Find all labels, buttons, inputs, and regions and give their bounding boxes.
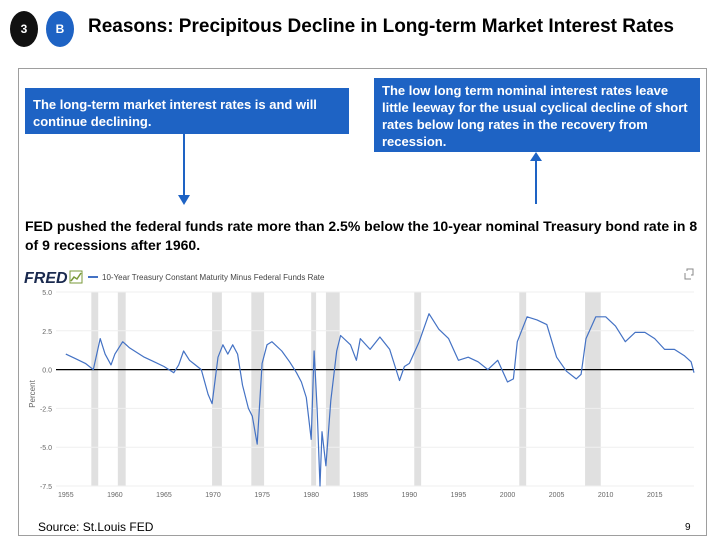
- x-tick-label: 1990: [402, 492, 418, 499]
- slide-title: Reasons: Precipitous Decline in Long-ter…: [88, 16, 674, 37]
- y-tick-label: 2.5: [42, 329, 52, 336]
- section-number: 3: [20, 22, 28, 36]
- x-tick-label: 2010: [598, 492, 614, 499]
- fred-logo-graph-icon: [69, 270, 83, 284]
- source-note: Source: St.Louis FED: [38, 520, 154, 534]
- chart-svg: FRED 10-Year Treasury Constant Maturity …: [22, 264, 700, 508]
- recession-band: [212, 292, 222, 486]
- x-tick-label: 1960: [107, 492, 123, 499]
- recession-band: [117, 292, 126, 486]
- x-tick-label: 1980: [303, 492, 319, 499]
- y-tick-label: -5.0: [40, 445, 52, 452]
- recession-band: [251, 292, 265, 486]
- subsection-letter-badge: B: [46, 11, 74, 47]
- callout-box-right: The low long term nominal interest rates…: [374, 78, 700, 152]
- x-tick-label: 2005: [549, 492, 565, 499]
- section-number-badge: 3: [10, 11, 38, 47]
- callout-left-text: The long-term market interest rates is a…: [33, 97, 317, 129]
- x-tick-label: 2000: [500, 492, 516, 499]
- x-tick-label: 1970: [205, 492, 221, 499]
- y-tick-label: -7.5: [40, 484, 52, 491]
- recession-band: [519, 292, 527, 486]
- series-line: [65, 313, 695, 487]
- subsection-letter: B: [55, 22, 65, 36]
- recession-band: [414, 292, 422, 486]
- y-axis-label: Percent: [28, 379, 37, 407]
- y-tick-label: -2.5: [40, 406, 52, 413]
- x-tick-label: 2015: [647, 492, 663, 499]
- recession-band: [585, 292, 601, 486]
- legend-label: 10-Year Treasury Constant Maturity Minus…: [102, 273, 325, 282]
- content-frame: [18, 68, 707, 536]
- arrow-up-icon: [530, 152, 542, 204]
- x-tick-label: 1975: [254, 492, 270, 499]
- recession-band: [91, 292, 99, 486]
- x-tick-label: 1955: [58, 492, 74, 499]
- recession-band: [325, 292, 340, 486]
- arrow-down-icon: [178, 134, 190, 205]
- y-tick-label: 0.0: [42, 368, 52, 375]
- y-tick-label: 5.0: [42, 290, 52, 297]
- recession-band: [311, 292, 317, 486]
- callout-right-text: The low long term nominal interest rates…: [382, 83, 688, 149]
- callout-box-left: The long-term market interest rates is a…: [25, 88, 349, 134]
- x-tick-label: 1995: [451, 492, 467, 499]
- fred-logo: FRED: [24, 270, 68, 287]
- fred-chart: FRED 10-Year Treasury Constant Maturity …: [22, 264, 700, 508]
- x-tick-label: 1985: [352, 492, 368, 499]
- page-number: 9: [685, 522, 691, 533]
- expand-icon[interactable]: [684, 268, 694, 280]
- x-tick-label: 1965: [156, 492, 172, 499]
- key-statement: FED pushed the federal funds rate more t…: [25, 218, 698, 253]
